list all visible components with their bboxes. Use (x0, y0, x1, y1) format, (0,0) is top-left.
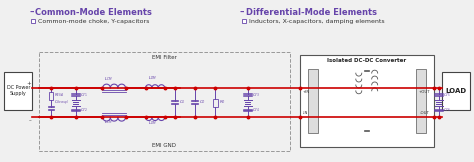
Bar (442, 72, 470, 110)
Bar (49, 92, 53, 100)
Text: $C_{decoupl}$: $C_{decoupl}$ (54, 98, 70, 107)
Text: +OUT: +OUT (418, 90, 430, 94)
Text: $C_D$: $C_D$ (199, 99, 206, 106)
Text: $C_{Y6}$: $C_{Y6}$ (443, 107, 451, 114)
Text: Inductors, X-capacitors, damping elements: Inductors, X-capacitors, damping element… (249, 19, 384, 24)
Bar (308, 69, 318, 133)
Text: DC Power
Supply: DC Power Supply (7, 85, 30, 96)
Text: $C_X$: $C_X$ (179, 99, 186, 106)
Text: $L_{CM}$: $L_{CM}$ (104, 75, 112, 83)
Text: $L_{DM}$: $L_{DM}$ (147, 74, 156, 82)
Text: $C_{Y1}$: $C_{Y1}$ (80, 91, 88, 98)
Text: $C_{Y4}$: $C_{Y4}$ (252, 107, 260, 114)
Text: -IN: -IN (302, 111, 308, 115)
Bar (242, 19, 246, 23)
Text: $R_{ESA}$: $R_{ESA}$ (54, 92, 64, 99)
Text: Isolated DC-DC Converter: Isolated DC-DC Converter (327, 58, 406, 63)
Text: EMI GND: EMI GND (153, 143, 176, 148)
Text: $C_{Y3}$: $C_{Y3}$ (252, 91, 260, 98)
Text: –: – (29, 8, 34, 17)
Bar (31, 19, 35, 23)
Bar (300, 55, 434, 147)
Text: –: – (240, 8, 245, 17)
Text: $L_{CM}$: $L_{CM}$ (104, 118, 112, 126)
Text: -OUT: -OUT (420, 111, 430, 115)
Text: $R_D$: $R_D$ (219, 99, 226, 106)
Text: +IN: +IN (302, 90, 310, 94)
Text: Common-mode choke, Y-capacitors: Common-mode choke, Y-capacitors (38, 19, 150, 24)
Text: –: – (28, 118, 31, 123)
Bar (4, 72, 32, 110)
Text: +: + (27, 81, 31, 86)
Bar (39, 52, 290, 151)
Text: Differential-Mode Elements: Differential-Mode Elements (246, 8, 377, 17)
Text: $L_{DM}$: $L_{DM}$ (147, 119, 156, 127)
Text: $C_{Y2}$: $C_{Y2}$ (80, 107, 88, 114)
Text: LOAD: LOAD (445, 88, 466, 94)
Text: Common-Mode Elements: Common-Mode Elements (35, 8, 152, 17)
Text: $C_{Y5}$: $C_{Y5}$ (443, 91, 451, 98)
Text: EMI Filter: EMI Filter (152, 55, 177, 60)
Bar (416, 69, 426, 133)
Bar (213, 99, 218, 107)
